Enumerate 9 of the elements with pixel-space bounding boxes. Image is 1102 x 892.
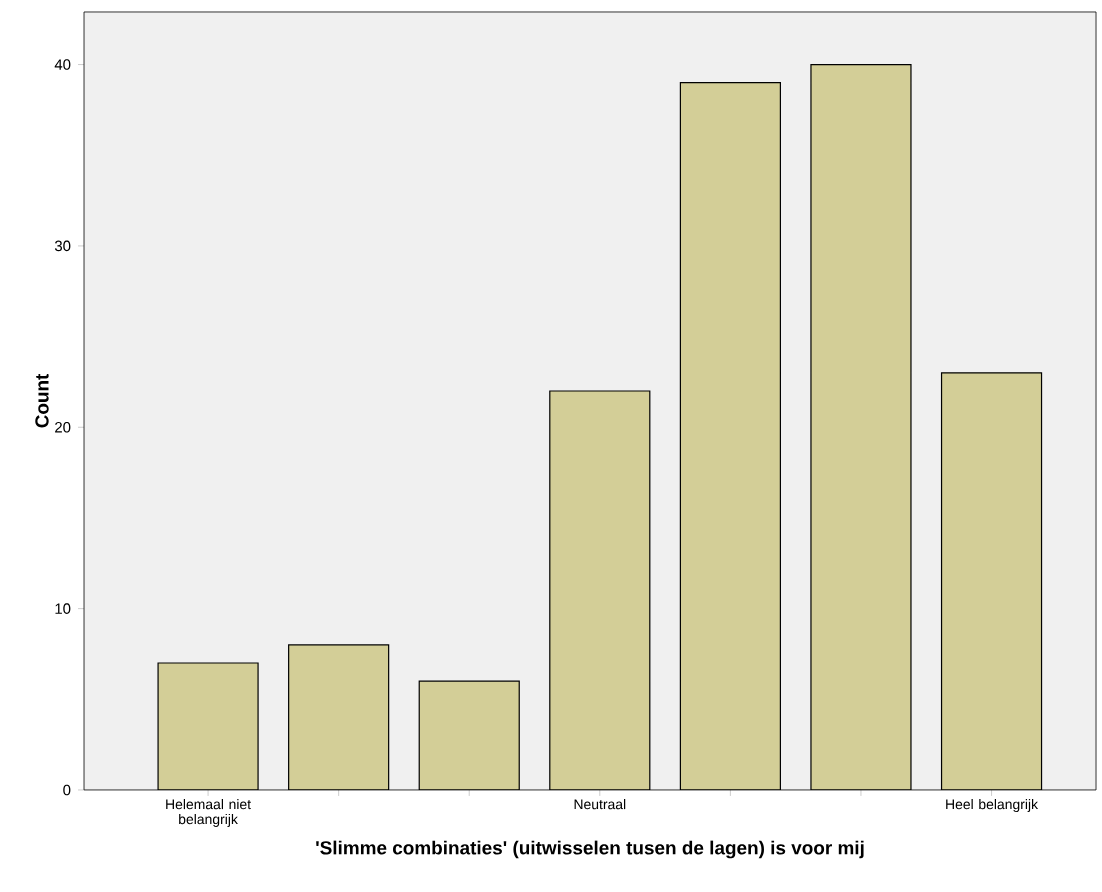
x-axis-title: 'Slimme combinaties' (uitwisselen tusen de lagen) is voor mij xyxy=(316,840,864,859)
bar xyxy=(288,644,389,790)
bar xyxy=(680,82,781,790)
bar xyxy=(940,372,1043,790)
y-axis-title: Count xyxy=(35,373,49,428)
bar xyxy=(549,391,650,790)
bar xyxy=(810,64,911,790)
bar xyxy=(419,681,520,790)
bar xyxy=(158,663,259,790)
